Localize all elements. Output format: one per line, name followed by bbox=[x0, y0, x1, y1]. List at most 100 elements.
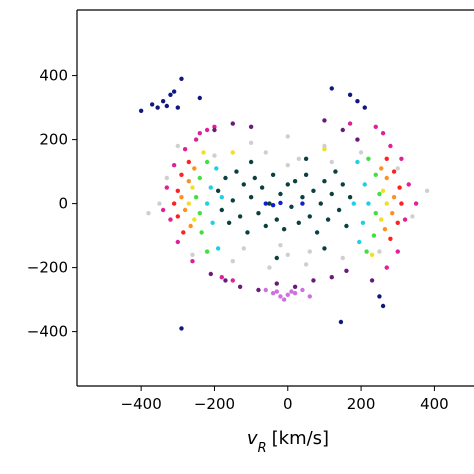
scatter-point bbox=[289, 289, 294, 294]
scatter-point bbox=[199, 230, 204, 235]
scatter-point bbox=[357, 239, 362, 245]
scatter-point bbox=[241, 246, 246, 251]
y-tick-label: 400 bbox=[39, 67, 68, 85]
scatter-point bbox=[322, 246, 327, 251]
scatter-point bbox=[384, 201, 389, 206]
scatter-point bbox=[164, 175, 170, 181]
scatter-point bbox=[303, 262, 309, 267]
scatter-point bbox=[384, 156, 389, 161]
scatter-point bbox=[322, 118, 327, 123]
scatter-point bbox=[292, 284, 298, 289]
scatter-point bbox=[292, 179, 298, 184]
scatter-point bbox=[281, 227, 287, 232]
scatter-point bbox=[322, 179, 327, 184]
scatter-point bbox=[377, 191, 382, 197]
scatter-point bbox=[351, 201, 356, 206]
scatter-point bbox=[237, 284, 243, 289]
scatter-point bbox=[329, 275, 334, 280]
scatter-point bbox=[391, 195, 397, 200]
scatter-point bbox=[168, 92, 173, 98]
scatter-point bbox=[230, 278, 235, 283]
scatter-point bbox=[329, 191, 334, 197]
scatter-point bbox=[175, 214, 181, 219]
scatter-point bbox=[336, 207, 342, 213]
scatter-point bbox=[230, 259, 235, 264]
scatter-point bbox=[208, 185, 213, 190]
scatter-point bbox=[186, 179, 192, 184]
scatter-point bbox=[197, 175, 203, 181]
scatter-point bbox=[212, 124, 217, 129]
scatter-point bbox=[160, 99, 166, 104]
scatter-point bbox=[300, 201, 305, 206]
scatter-point bbox=[395, 220, 400, 225]
scatter-point bbox=[186, 159, 192, 165]
scatter-point bbox=[263, 287, 268, 293]
scatter-point bbox=[344, 223, 349, 229]
scatter-point bbox=[281, 297, 287, 302]
scatter-point bbox=[296, 156, 301, 161]
scatter-point bbox=[303, 172, 309, 177]
scatter-point bbox=[379, 217, 384, 222]
scatter-point bbox=[413, 201, 419, 206]
scatter-point bbox=[212, 127, 217, 133]
scatter-point bbox=[311, 278, 316, 283]
scatter-point bbox=[175, 188, 181, 193]
scatter-point bbox=[390, 211, 395, 216]
x-tick-label: −200 bbox=[194, 395, 235, 413]
scatter-point bbox=[388, 236, 393, 241]
scatter-point bbox=[406, 182, 411, 187]
scatter-point bbox=[215, 246, 221, 251]
scatter-point bbox=[384, 265, 389, 270]
scatter-point bbox=[364, 249, 369, 254]
scatter-point bbox=[267, 265, 272, 270]
scatter-point bbox=[188, 223, 193, 229]
scatter-point bbox=[355, 99, 360, 104]
scatter-point bbox=[377, 294, 382, 299]
scatter-point bbox=[311, 188, 316, 193]
scatter-point bbox=[391, 169, 397, 174]
scatter-point bbox=[164, 103, 170, 109]
scatter-point bbox=[322, 143, 327, 149]
scatter-point bbox=[175, 105, 181, 110]
scatter-point bbox=[307, 214, 312, 219]
scatter-point bbox=[303, 156, 309, 161]
y-tick-label: −400 bbox=[27, 323, 68, 341]
scatter-point bbox=[274, 281, 279, 286]
x-label-symbol: v bbox=[247, 428, 258, 449]
scatter-point bbox=[179, 76, 184, 82]
scatter-point bbox=[285, 163, 290, 168]
scatter-point bbox=[379, 166, 384, 171]
x-tick-label: 200 bbox=[347, 395, 376, 413]
scatter-point bbox=[138, 108, 144, 114]
scatter-point bbox=[256, 211, 261, 216]
scatter-point bbox=[355, 137, 360, 142]
scatter-point bbox=[263, 150, 268, 155]
x-tick-label: −400 bbox=[121, 395, 162, 413]
scatter-point bbox=[214, 166, 219, 171]
scatter-point bbox=[322, 147, 327, 152]
scatter-point bbox=[340, 255, 345, 261]
scatter-point bbox=[296, 220, 301, 225]
scatter-point bbox=[208, 271, 213, 277]
x-tick-label: 0 bbox=[283, 395, 293, 413]
scatter-point bbox=[373, 172, 378, 177]
scatter-point bbox=[314, 230, 320, 235]
scatter-point bbox=[223, 278, 228, 283]
scatter-point bbox=[329, 159, 334, 165]
scatter-point bbox=[362, 182, 367, 187]
y-tick-label: 200 bbox=[39, 131, 68, 149]
scatter-point bbox=[219, 275, 224, 280]
scatter-point bbox=[285, 292, 290, 297]
scatter-point bbox=[307, 249, 312, 254]
scatter-point bbox=[347, 92, 353, 98]
scatter-point bbox=[325, 217, 331, 222]
scatter-point bbox=[149, 102, 155, 107]
x-axis-label: vR [km/s] bbox=[247, 428, 329, 456]
scatter-point bbox=[274, 289, 279, 294]
scatter-point bbox=[377, 249, 382, 254]
scatter-point bbox=[182, 207, 188, 213]
scatter-point bbox=[347, 195, 353, 200]
scatter-point bbox=[252, 175, 257, 181]
y-tick-label: 0 bbox=[58, 195, 68, 213]
scatter-point bbox=[289, 204, 294, 209]
